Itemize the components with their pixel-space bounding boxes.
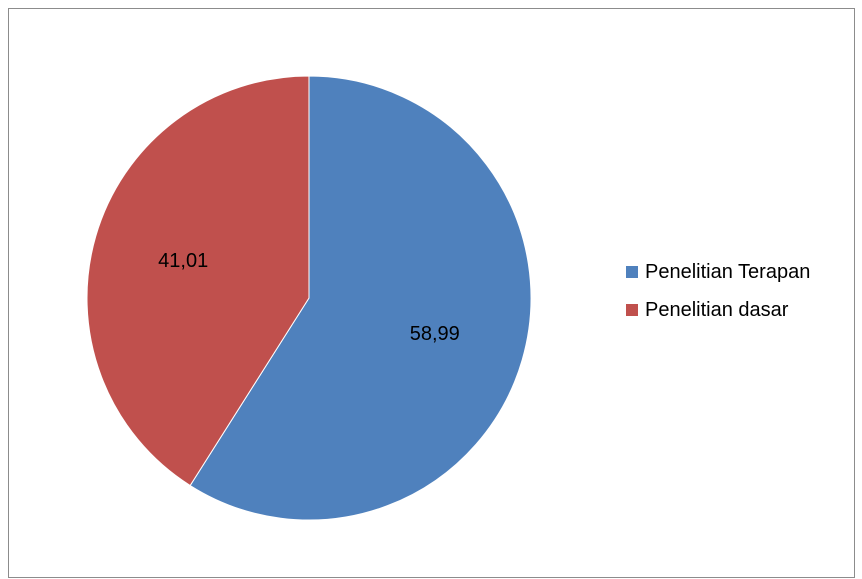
legend-label-penelitian-dasar: Penelitian dasar [645, 298, 789, 321]
data-label-penelitian-dasar: 41,01 [158, 250, 208, 272]
pie-data-labels: 58,99 41,01 [158, 250, 460, 345]
pie-slice-penelitian-terapan [189, 75, 532, 521]
pie-slice-penelitian-dasar [86, 75, 310, 487]
legend-swatch-penelitian-terapan [626, 266, 638, 278]
pie-slices [86, 75, 532, 521]
legend-item-penelitian-dasar: Penelitian dasar [626, 298, 810, 322]
data-label-penelitian-terapan: 58,99 [410, 323, 460, 345]
legend-swatch-penelitian-dasar [626, 304, 638, 316]
legend-item-penelitian-terapan: Penelitian Terapan [626, 260, 810, 284]
legend-label-penelitian-terapan: Penelitian Terapan [645, 260, 811, 283]
legend: Penelitian Terapan Penelitian dasar [626, 260, 810, 336]
